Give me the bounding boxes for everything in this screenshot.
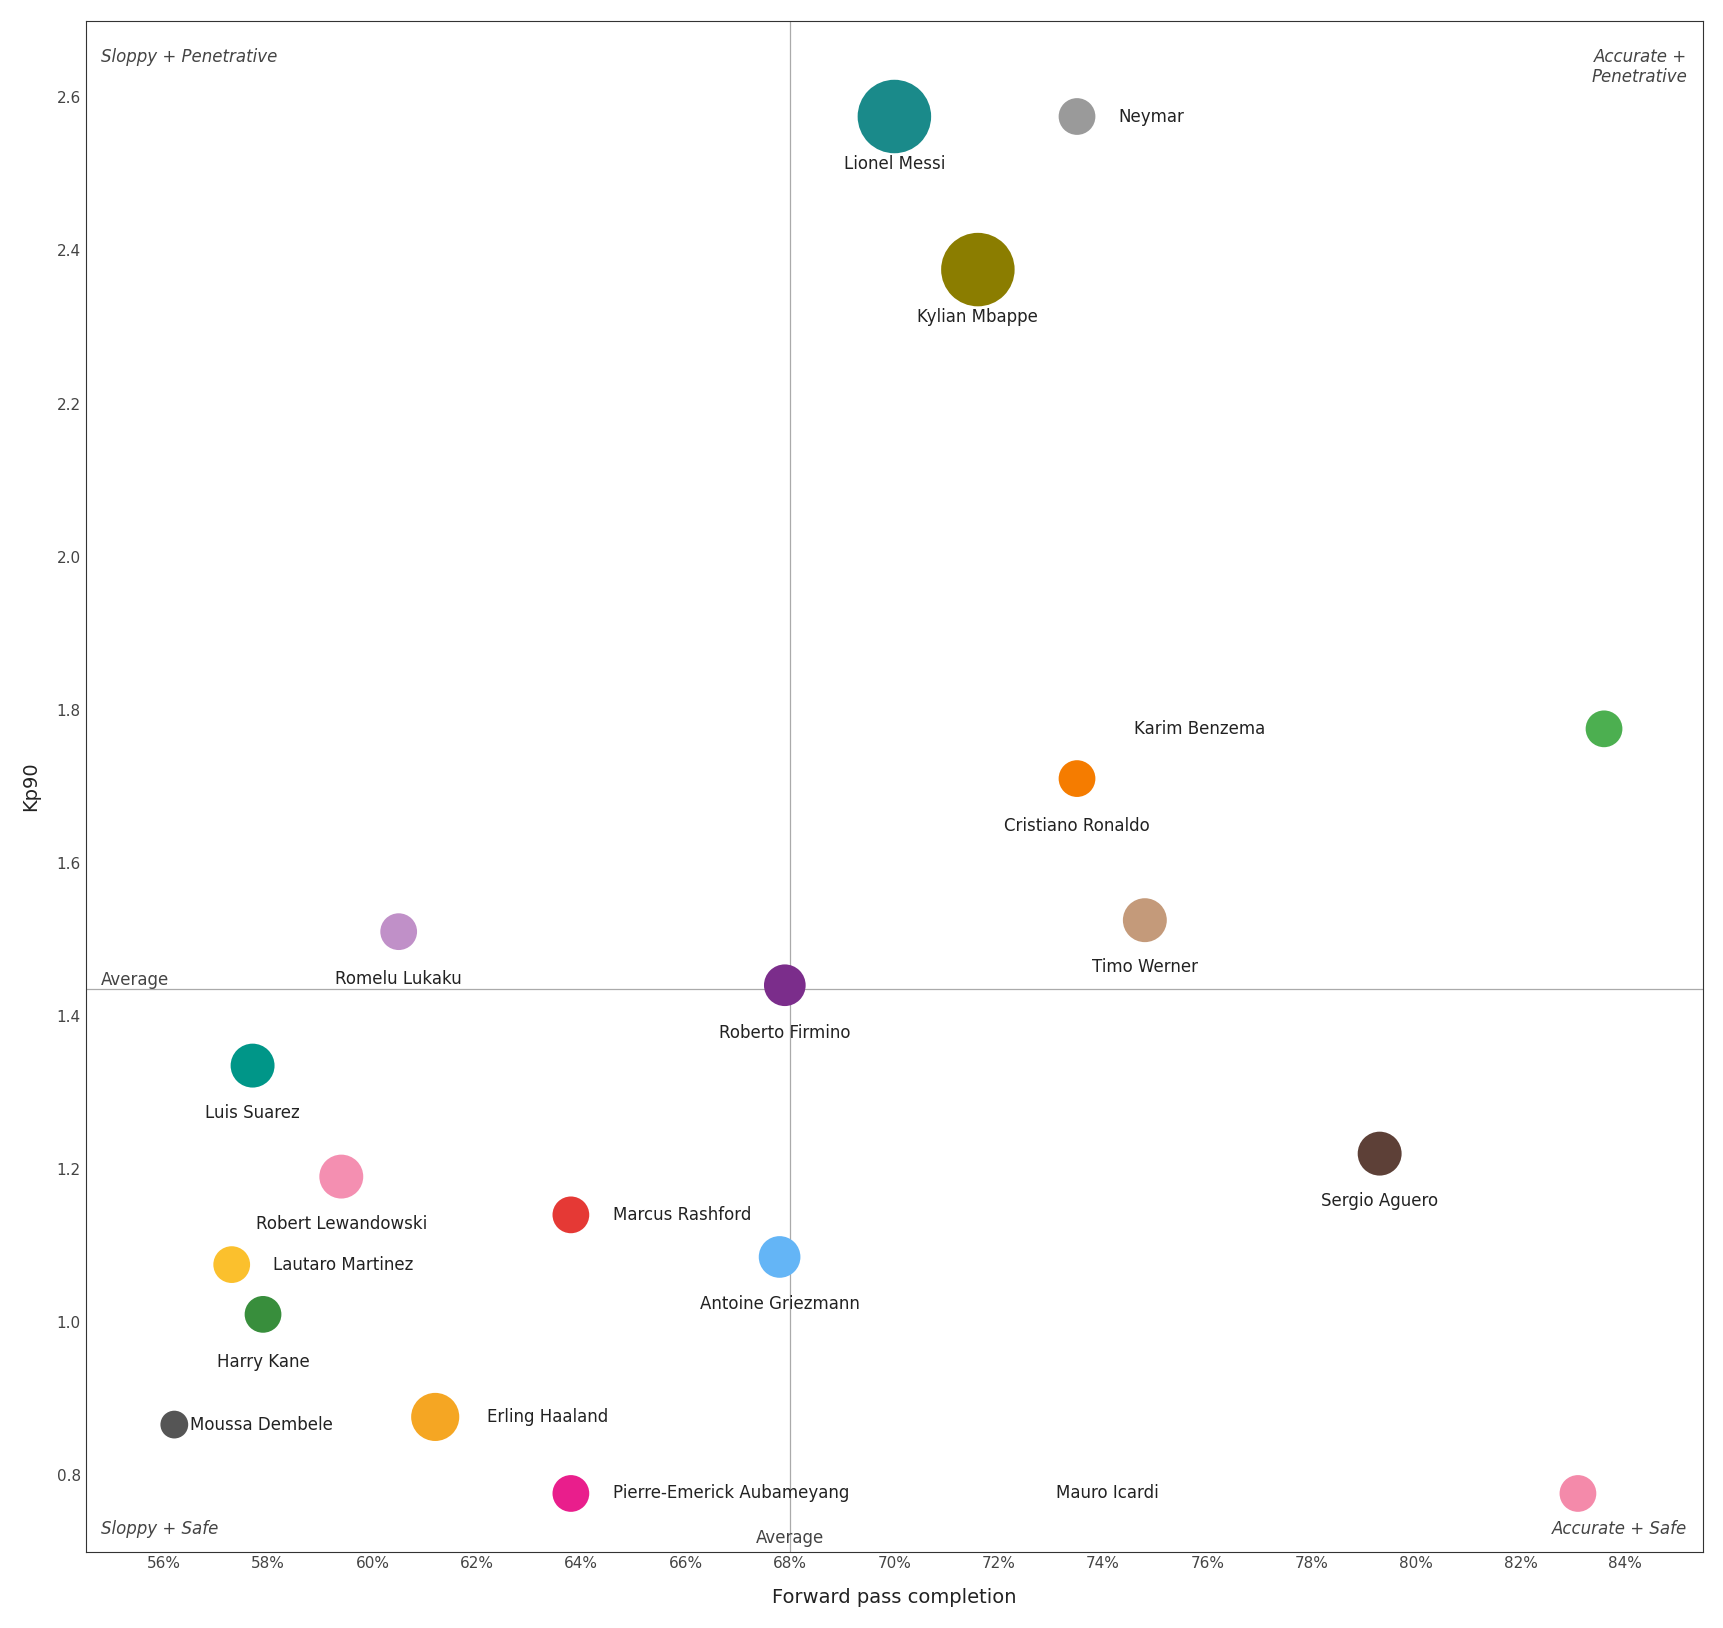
Text: Kylian Mbappe: Kylian Mbappe — [917, 308, 1037, 326]
Point — [239, 1053, 267, 1079]
Text: Lautaro Martinez: Lautaro Martinez — [274, 1255, 414, 1273]
Point — [250, 1301, 277, 1327]
Point — [1589, 716, 1616, 742]
Text: Neymar: Neymar — [1118, 107, 1184, 125]
Text: Moussa Dembele: Moussa Dembele — [190, 1416, 333, 1434]
Text: Roberto Firmino: Roberto Firmino — [718, 1024, 849, 1042]
Text: Accurate +
Penetrative: Accurate + Penetrative — [1590, 47, 1687, 86]
Point — [160, 1411, 188, 1438]
Point — [765, 1244, 793, 1270]
Point — [557, 1201, 584, 1228]
Point — [420, 1403, 448, 1429]
Text: Sloppy + Penetrative: Sloppy + Penetrative — [102, 47, 277, 65]
Text: Erling Haaland: Erling Haaland — [488, 1408, 608, 1426]
Text: Antoine Griezmann: Antoine Griezmann — [700, 1296, 860, 1314]
Point — [327, 1164, 355, 1190]
X-axis label: Forward pass completion: Forward pass completion — [772, 1589, 1017, 1607]
Text: Cristiano Ronaldo: Cristiano Ronaldo — [1003, 817, 1149, 835]
Point — [384, 918, 412, 944]
Text: Sloppy + Safe: Sloppy + Safe — [102, 1521, 219, 1538]
Text: Romelu Lukaku: Romelu Lukaku — [334, 970, 462, 988]
Text: Pierre-Emerick Aubameyang: Pierre-Emerick Aubameyang — [612, 1485, 848, 1503]
Text: Accurate + Safe: Accurate + Safe — [1551, 1521, 1687, 1538]
Point — [1563, 1480, 1590, 1506]
Text: Lionel Messi: Lionel Messi — [843, 155, 944, 173]
Y-axis label: Kp90: Kp90 — [21, 762, 40, 811]
Point — [770, 972, 798, 998]
Point — [1063, 104, 1091, 130]
Point — [217, 1252, 245, 1278]
Point — [1063, 765, 1091, 791]
Text: Sergio Aguero: Sergio Aguero — [1320, 1192, 1437, 1210]
Text: Robert Lewandowski: Robert Lewandowski — [255, 1214, 427, 1232]
Text: Marcus Rashford: Marcus Rashford — [612, 1206, 751, 1224]
Text: Harry Kane: Harry Kane — [217, 1353, 308, 1371]
Text: Karim Benzema: Karim Benzema — [1134, 720, 1265, 737]
Point — [1365, 1141, 1392, 1167]
Text: Average: Average — [755, 1529, 824, 1547]
Text: Average: Average — [102, 970, 169, 990]
Point — [1130, 907, 1158, 933]
Point — [963, 257, 991, 283]
Text: Mauro Icardi: Mauro Icardi — [1056, 1485, 1158, 1503]
Text: Luis Suarez: Luis Suarez — [205, 1104, 300, 1122]
Point — [880, 104, 908, 130]
Point — [557, 1480, 584, 1506]
Text: Timo Werner: Timo Werner — [1091, 959, 1197, 977]
